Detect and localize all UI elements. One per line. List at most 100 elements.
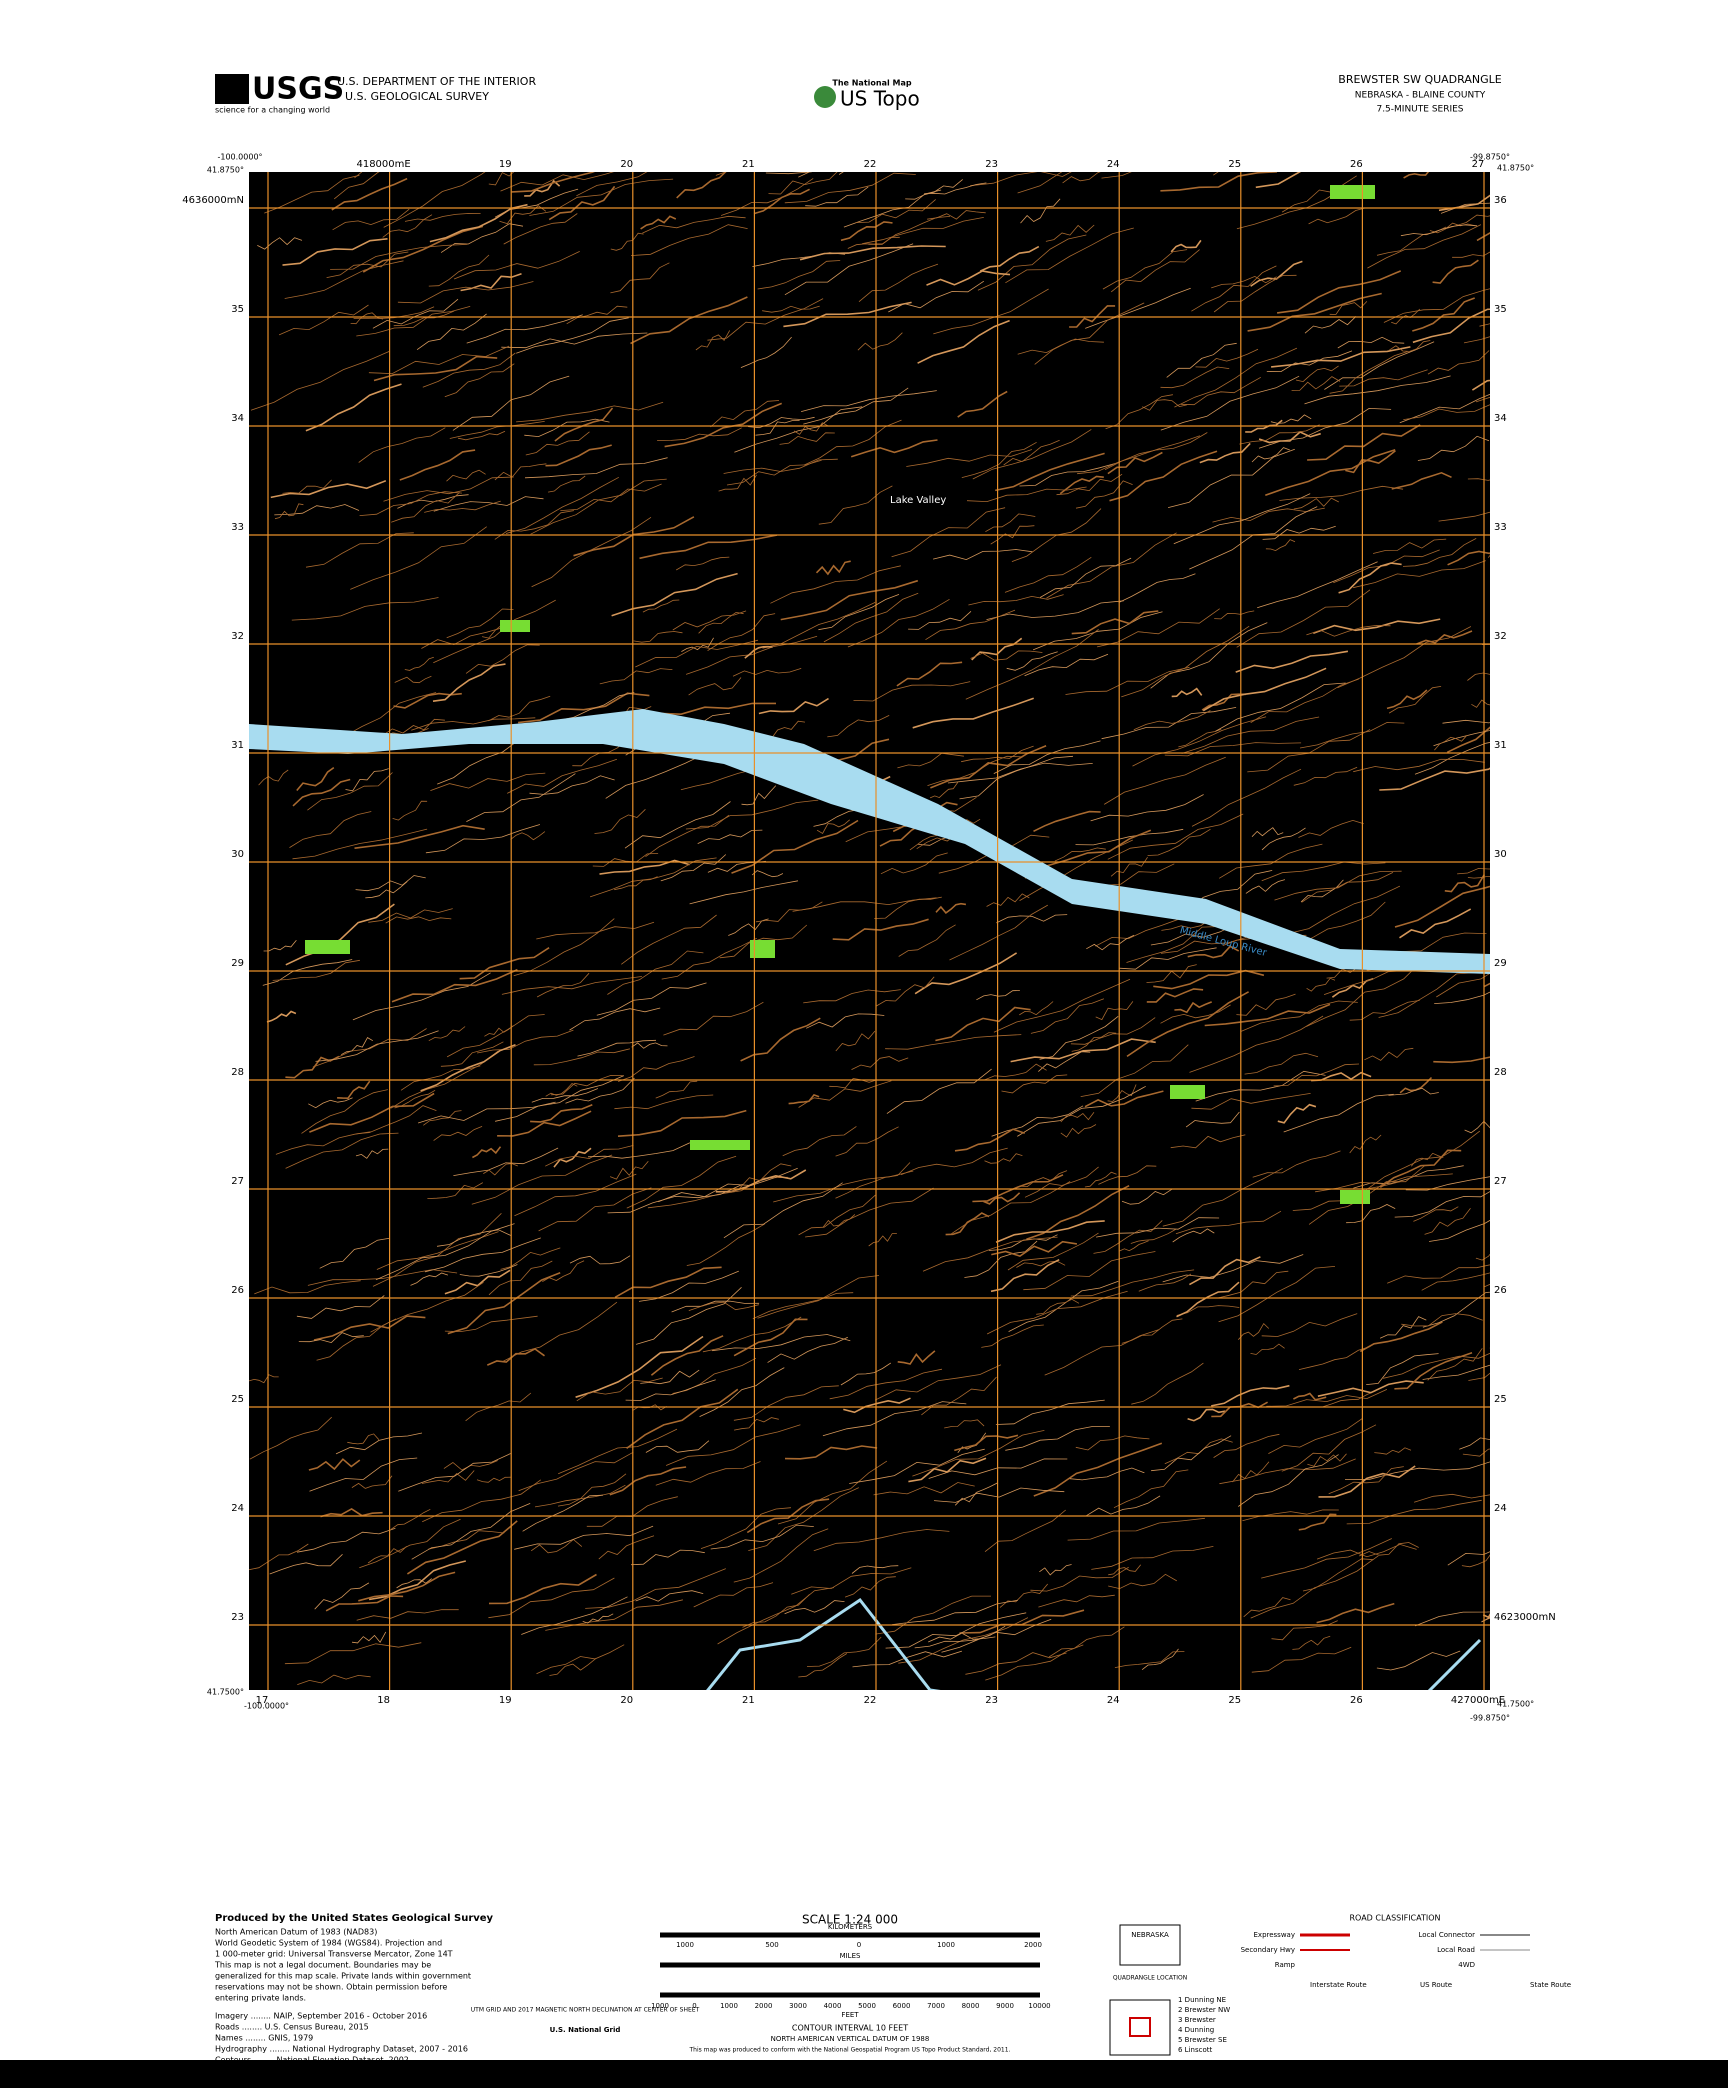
contour xyxy=(818,594,900,631)
contour xyxy=(589,857,717,898)
contour xyxy=(857,332,903,351)
contour xyxy=(1105,394,1173,430)
contour xyxy=(875,976,935,1007)
contour xyxy=(1270,414,1312,424)
contour xyxy=(935,902,967,914)
contour xyxy=(1086,1495,1161,1517)
contour xyxy=(1038,1594,1115,1608)
contour xyxy=(813,1529,950,1552)
contour xyxy=(698,611,744,634)
wetland xyxy=(305,940,350,954)
contour xyxy=(767,1336,848,1363)
contour xyxy=(333,172,380,200)
contour xyxy=(577,1039,657,1057)
contour xyxy=(1008,1280,1119,1332)
contour xyxy=(1245,419,1283,433)
contour xyxy=(874,896,942,919)
contour xyxy=(1060,1111,1095,1123)
contour xyxy=(1257,561,1378,609)
contour xyxy=(1219,1458,1356,1485)
contour xyxy=(1174,1001,1212,1014)
contour xyxy=(1181,716,1320,754)
contour xyxy=(1388,1087,1439,1096)
note: reservations may not be shown. Obtain pe… xyxy=(215,1983,447,1992)
contour xyxy=(1304,375,1451,405)
contour xyxy=(1204,1003,1331,1027)
contour xyxy=(1032,611,1163,651)
contour xyxy=(466,314,583,344)
contour xyxy=(569,1007,661,1031)
contour xyxy=(420,1043,516,1092)
contour xyxy=(655,1461,761,1486)
northing-label: 33 xyxy=(231,522,244,533)
contour xyxy=(1075,480,1133,509)
contour xyxy=(642,599,680,613)
contour xyxy=(250,350,390,411)
adjoining-quad: 3 Brewster xyxy=(1178,2016,1216,2024)
contour xyxy=(1277,1103,1317,1124)
adjoining-quad: 5 Brewster SE xyxy=(1178,2036,1227,2044)
contour xyxy=(852,1650,963,1668)
contour xyxy=(421,1470,475,1484)
contour xyxy=(1201,693,1247,711)
contour xyxy=(312,1028,427,1068)
source: Names ........ GNIS, 1979 xyxy=(215,2034,313,2043)
contour xyxy=(307,772,393,811)
contour xyxy=(733,1318,808,1357)
contour xyxy=(1151,1435,1232,1472)
contour xyxy=(1316,1543,1417,1560)
contour xyxy=(1316,1602,1395,1624)
contour xyxy=(733,1528,829,1583)
contour xyxy=(390,1508,431,1530)
contour xyxy=(896,661,963,687)
contour xyxy=(536,1644,625,1675)
contour xyxy=(1446,726,1490,754)
contour xyxy=(1346,1499,1482,1525)
contour xyxy=(1308,207,1366,225)
contour xyxy=(1236,993,1296,1016)
contour xyxy=(995,452,1105,492)
northing-label: 34 xyxy=(231,413,244,424)
contour xyxy=(497,1110,592,1137)
contour xyxy=(368,908,453,923)
contour xyxy=(1138,1273,1192,1292)
contour xyxy=(258,769,289,786)
contour xyxy=(695,330,731,351)
contour xyxy=(1266,350,1353,373)
contour xyxy=(935,1006,1031,1042)
contour xyxy=(1295,365,1339,383)
contour xyxy=(991,1240,1078,1257)
contour xyxy=(697,829,763,844)
contour xyxy=(1307,424,1421,461)
contour xyxy=(427,1182,484,1199)
contour xyxy=(1306,977,1336,992)
contour xyxy=(840,1362,892,1386)
easting-label: 25 xyxy=(1228,1695,1241,1706)
contour xyxy=(1394,1191,1490,1218)
contour xyxy=(1247,292,1382,332)
contour xyxy=(1017,1085,1146,1137)
contour xyxy=(986,600,1124,620)
contour xyxy=(840,221,893,242)
contour xyxy=(507,758,618,794)
contour xyxy=(1339,369,1428,387)
contour xyxy=(282,479,332,494)
contour xyxy=(582,1613,614,1624)
contour xyxy=(1265,539,1296,552)
contour xyxy=(1298,901,1386,945)
contour xyxy=(917,319,1010,364)
adjoining-quad: 4 Dunning xyxy=(1178,2026,1214,2034)
contour xyxy=(972,429,1092,480)
contour xyxy=(1084,1171,1117,1188)
contour xyxy=(1059,475,1104,495)
contour xyxy=(274,504,360,516)
contour xyxy=(1070,1269,1195,1297)
contour xyxy=(784,172,916,204)
corner-coord: -100.0000° xyxy=(217,153,262,162)
contour xyxy=(525,431,590,456)
easting-label: 21 xyxy=(742,159,755,170)
scale-tick: 5000 xyxy=(858,2002,876,2010)
contour xyxy=(422,1479,542,1523)
contour xyxy=(367,1546,407,1564)
contour xyxy=(598,1535,655,1560)
